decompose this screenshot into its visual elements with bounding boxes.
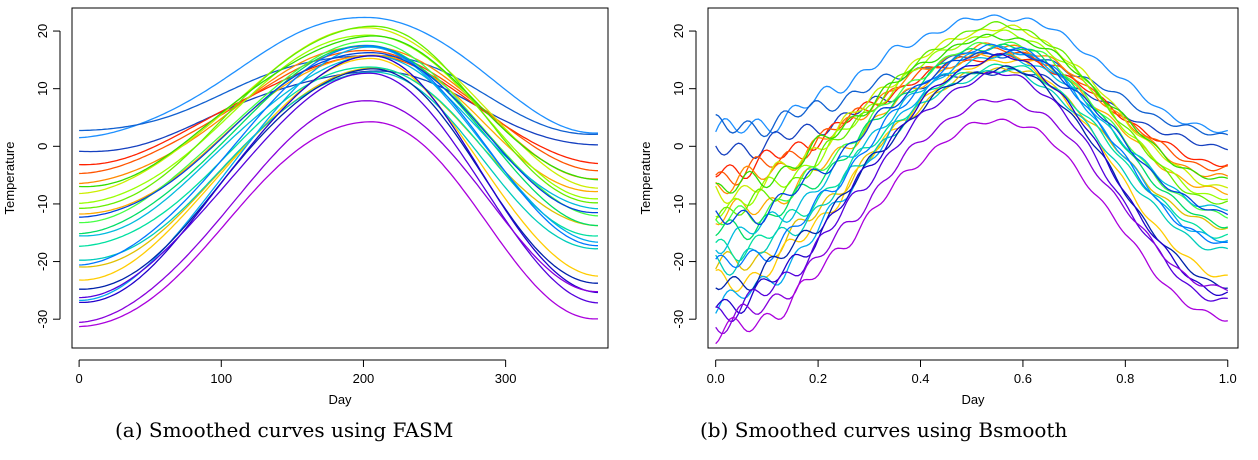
series-line <box>79 121 598 328</box>
series-line <box>715 118 1228 345</box>
x-tick-label: 0.2 <box>809 371 827 386</box>
x-tick-label: 0.0 <box>707 371 725 386</box>
series-line <box>79 46 599 302</box>
x-tick-label: 0 <box>75 371 82 386</box>
series-line <box>715 53 1228 255</box>
series-line <box>715 71 1228 322</box>
series-line <box>715 14 1228 134</box>
series-line <box>79 54 599 135</box>
series-line <box>79 67 599 268</box>
x-tick-label: 100 <box>210 371 232 386</box>
y-tick-label: 0 <box>35 143 50 150</box>
series-line <box>715 63 1229 262</box>
caption-b: (b) Smoothed curves using Bsmooth <box>700 418 1068 442</box>
y-tick-label: -10 <box>671 195 686 214</box>
series-line <box>79 100 598 324</box>
y-tick-label: 20 <box>35 24 50 38</box>
x-tick-label: 1.0 <box>1219 371 1237 386</box>
x-tick-label: 300 <box>495 371 517 386</box>
series-line <box>715 65 1228 292</box>
y-tick-label: 0 <box>671 143 686 150</box>
y-tick-label: -30 <box>671 310 686 329</box>
series-line <box>79 35 599 188</box>
x-tick-label: 0.8 <box>1116 371 1134 386</box>
series-line <box>79 25 598 209</box>
series-line <box>715 49 1229 226</box>
caption-a: (a) Smoothed curves using FASM <box>115 418 454 442</box>
y-tick-label: 20 <box>671 24 686 38</box>
series-line <box>715 29 1228 219</box>
series-line <box>79 57 599 281</box>
series-line <box>79 55 599 304</box>
series-line <box>79 71 599 261</box>
series-line <box>715 41 1229 226</box>
x-tick-label: 0.4 <box>911 371 929 386</box>
series-line <box>715 43 1228 269</box>
series-line <box>715 53 1229 315</box>
series-line <box>715 52 1228 226</box>
series-group <box>715 14 1229 345</box>
series-line <box>79 40 599 224</box>
x-axis-title: Day <box>961 392 985 407</box>
y-tick-label: -20 <box>671 252 686 271</box>
series-line <box>715 33 1228 194</box>
x-axis-title: Day <box>328 392 352 407</box>
y-tick-label: -10 <box>35 195 50 214</box>
chart-panel-a: 0 100 200 300 -30 -20 -10 0 10 20 Day Temperature <box>2 7 609 407</box>
series-line <box>715 98 1229 335</box>
series-line <box>715 59 1228 293</box>
plot-frame <box>707 7 1239 349</box>
series-line <box>79 52 598 218</box>
series-line <box>79 45 599 266</box>
y-axis-title: Temperature <box>638 142 653 215</box>
y-tick-label: 10 <box>35 81 50 95</box>
series-group <box>79 16 599 328</box>
series-line <box>79 16 598 139</box>
series-line <box>79 34 598 204</box>
series-line <box>715 24 1229 205</box>
series-line <box>715 45 1228 314</box>
series-line <box>79 70 599 153</box>
series-line <box>79 68 598 290</box>
y-tick-label: -30 <box>35 310 50 329</box>
series-line <box>79 49 599 175</box>
y-tick-label: -20 <box>35 252 50 271</box>
x-tick-label: 200 <box>353 371 375 386</box>
series-line <box>715 68 1228 276</box>
series-line <box>79 66 599 247</box>
series-line <box>715 47 1228 186</box>
plot-frame <box>71 7 609 349</box>
x-tick-label: 0.6 <box>1014 371 1032 386</box>
chart-panel-b: 0.0 0.2 0.4 0.6 0.8 1.0 -30 -20 -10 0 10 20 Day Tempe… <box>638 7 1239 407</box>
y-axis-title: Temperature <box>2 142 17 215</box>
series-line <box>79 44 598 235</box>
y-tick-label: 10 <box>671 81 686 95</box>
